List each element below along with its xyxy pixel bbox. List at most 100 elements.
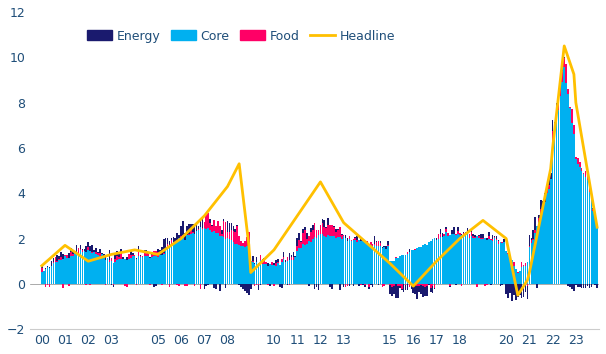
Bar bbox=[153, 284, 155, 286]
Bar bbox=[302, 233, 304, 244]
Bar bbox=[273, 265, 275, 284]
Bar bbox=[288, 259, 290, 284]
Bar bbox=[103, 257, 104, 284]
Bar bbox=[439, 229, 441, 234]
Bar bbox=[439, 234, 441, 237]
Bar bbox=[399, 284, 401, 286]
Bar bbox=[236, 225, 238, 244]
Headline bbox=[547, 167, 554, 171]
Bar bbox=[480, 238, 482, 239]
Bar bbox=[213, 220, 215, 232]
Bar bbox=[482, 234, 484, 238]
Bar bbox=[45, 284, 47, 287]
Bar bbox=[275, 266, 277, 284]
Bar bbox=[420, 285, 422, 294]
Headline bbox=[516, 290, 524, 294]
Bar bbox=[347, 284, 348, 286]
Bar bbox=[192, 224, 193, 232]
Bar bbox=[422, 286, 424, 297]
Bar bbox=[590, 189, 592, 198]
Bar bbox=[89, 246, 91, 251]
Bar bbox=[533, 240, 534, 284]
Bar bbox=[161, 284, 162, 285]
Bar bbox=[192, 232, 193, 233]
Bar bbox=[335, 229, 337, 232]
Bar bbox=[84, 249, 85, 251]
Bar bbox=[374, 236, 376, 244]
Bar bbox=[581, 171, 582, 284]
Bar bbox=[95, 247, 97, 252]
Bar bbox=[61, 252, 62, 257]
Bar bbox=[207, 228, 209, 284]
Bar bbox=[533, 230, 534, 239]
Bar bbox=[424, 244, 426, 284]
Bar bbox=[438, 239, 439, 284]
Bar bbox=[213, 284, 215, 288]
Bar bbox=[341, 234, 342, 235]
Bar bbox=[527, 286, 528, 299]
Bar bbox=[181, 236, 182, 239]
Bar bbox=[267, 284, 269, 285]
Bar bbox=[575, 159, 577, 284]
Bar bbox=[228, 223, 230, 232]
Bar bbox=[399, 286, 401, 288]
Bar bbox=[424, 287, 426, 296]
Bar bbox=[138, 246, 139, 250]
Bar bbox=[242, 246, 244, 284]
Bar bbox=[184, 240, 186, 284]
Bar bbox=[256, 257, 258, 262]
Bar bbox=[240, 241, 242, 246]
Bar bbox=[397, 286, 399, 298]
Bar bbox=[314, 223, 316, 236]
Bar bbox=[182, 221, 184, 235]
Bar bbox=[395, 257, 397, 258]
Bar bbox=[291, 256, 292, 257]
Bar bbox=[215, 233, 217, 284]
Bar bbox=[168, 248, 170, 284]
Bar bbox=[262, 264, 263, 284]
Bar bbox=[324, 227, 325, 236]
Bar bbox=[567, 284, 569, 286]
Bar bbox=[468, 238, 470, 284]
Bar bbox=[391, 261, 393, 284]
Bar bbox=[246, 284, 248, 293]
Bar bbox=[288, 284, 290, 285]
Bar bbox=[256, 262, 258, 284]
Bar bbox=[95, 254, 97, 284]
Bar bbox=[107, 258, 108, 284]
Bar bbox=[233, 242, 234, 284]
Bar bbox=[186, 235, 188, 284]
Bar bbox=[511, 284, 513, 301]
Bar bbox=[178, 238, 180, 284]
Bar bbox=[470, 230, 472, 233]
Bar bbox=[474, 235, 476, 236]
Bar bbox=[405, 285, 407, 290]
Bar bbox=[573, 284, 574, 291]
Bar bbox=[47, 267, 48, 284]
Bar bbox=[337, 229, 339, 230]
Bar bbox=[372, 244, 373, 246]
Bar bbox=[93, 252, 95, 284]
Bar bbox=[190, 229, 191, 234]
Bar bbox=[173, 237, 174, 244]
Bar bbox=[70, 247, 72, 252]
Bar bbox=[519, 284, 521, 295]
Bar bbox=[467, 230, 468, 233]
Bar bbox=[473, 239, 474, 284]
Bar bbox=[157, 252, 159, 257]
Bar bbox=[41, 268, 42, 272]
Bar bbox=[358, 240, 360, 284]
Bar bbox=[76, 245, 78, 252]
Bar bbox=[470, 233, 472, 235]
Bar bbox=[496, 240, 498, 284]
Bar bbox=[262, 259, 263, 261]
Bar bbox=[540, 215, 542, 284]
Bar bbox=[384, 246, 385, 284]
Bar bbox=[271, 264, 273, 284]
Bar bbox=[442, 233, 443, 237]
Bar bbox=[408, 252, 410, 284]
Bar bbox=[238, 284, 240, 285]
Bar bbox=[161, 247, 162, 255]
Bar bbox=[374, 244, 376, 245]
Bar bbox=[339, 227, 341, 238]
